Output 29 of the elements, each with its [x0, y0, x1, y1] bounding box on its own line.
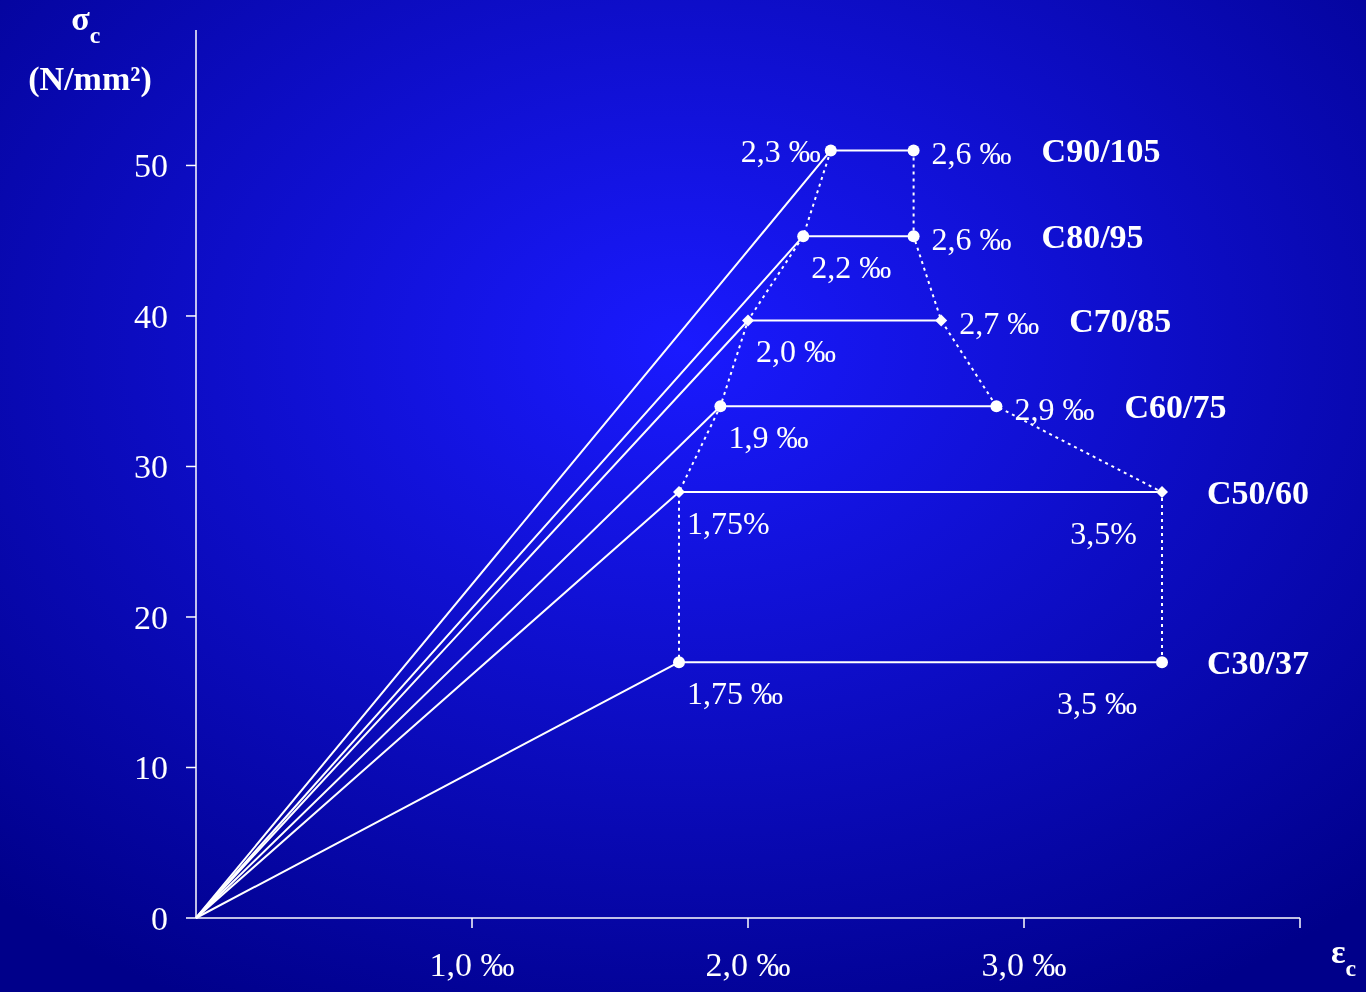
annotation: 3,5 ‰ [1057, 685, 1137, 722]
x-axis-title: ε$_{c}$ [1330, 933, 1356, 981]
y-axis-title: σ$_{c}$ (N/mm²) [28, 0, 152, 98]
x-tick-label: 3,0 ‰ [981, 946, 1067, 983]
annotation: 2,6 ‰ [931, 221, 1012, 258]
annotation: 2,9 ‰ [1014, 391, 1095, 428]
annotation: 3,5% [1070, 515, 1137, 552]
annotation: 1,75 ‰ [687, 675, 783, 712]
annotation: 2,0 ‰ [756, 333, 836, 370]
x-tick-label: 1,0 ‰ [429, 946, 515, 983]
series-label: C50/60 [1207, 474, 1309, 512]
text: C70/85 [1069, 302, 1172, 340]
y-tick-label: 40 [134, 297, 168, 335]
series-label: C30/37 [1207, 644, 1309, 682]
y-tick-label: 0 [151, 900, 168, 937]
text: C90/105 [1041, 132, 1161, 170]
text: C60/75 [1124, 388, 1227, 426]
annotation: 1,9 ‰ [728, 419, 809, 456]
text: C80/95 [1041, 218, 1144, 256]
y-tick-label: 30 [134, 448, 168, 486]
x-tick-label: 2,0 ‰ [705, 946, 791, 983]
annotation: 2,7 ‰ [959, 305, 1040, 342]
y-tick-label: 10 [134, 749, 168, 787]
annotation: 2,2 ‰ [811, 249, 892, 286]
y-tick-label: 50 [134, 147, 168, 185]
annotation: 2,3 ‰ [740, 133, 821, 170]
y-tick-label: 20 [134, 598, 168, 636]
annotation: 1,75% [687, 505, 770, 542]
annotation: 2,6 ‰ [931, 135, 1012, 172]
